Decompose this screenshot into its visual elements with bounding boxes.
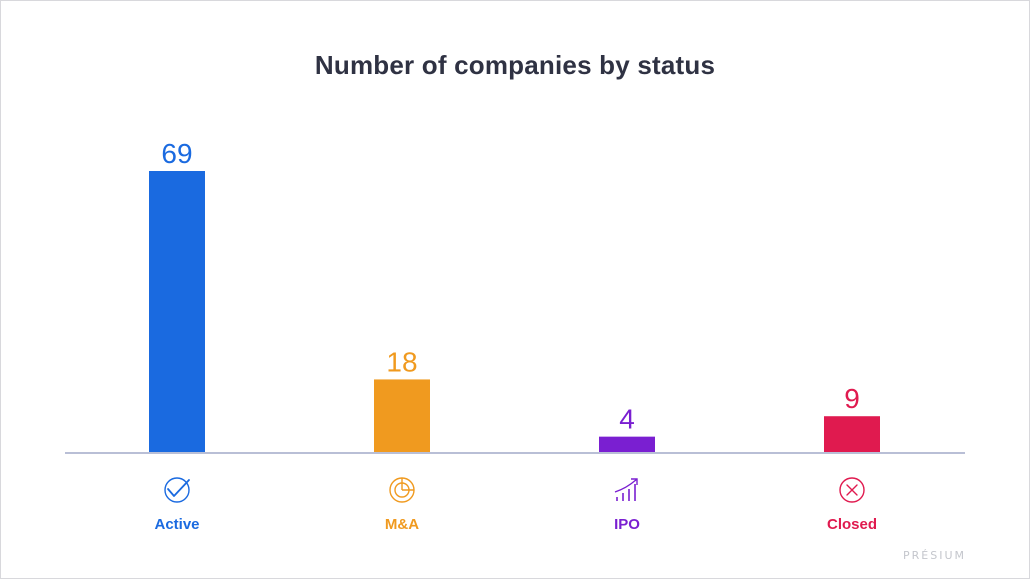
category-label-active: Active xyxy=(154,516,199,533)
category-label-m-a: M&A xyxy=(385,516,419,533)
x-circle-icon xyxy=(839,477,865,503)
category-icons xyxy=(164,477,865,503)
presium-logo: PRÉSIUM xyxy=(903,549,966,562)
value-label-ipo: 4 xyxy=(619,404,635,435)
value-label-closed: 9 xyxy=(844,383,860,414)
value-label-active: 69 xyxy=(161,138,192,169)
bar-active xyxy=(149,171,205,453)
bar-closed xyxy=(824,416,880,453)
bars-layer xyxy=(149,171,880,453)
pie-chart-icon xyxy=(389,477,415,503)
labels-layer: 69 Active 18 M&A 4 IPO 9 Closed xyxy=(154,138,877,533)
bar-ipo xyxy=(599,436,655,453)
check-circle-icon xyxy=(164,477,190,503)
bar-m-a xyxy=(374,379,430,453)
chart-title: Number of companies by status xyxy=(314,50,716,80)
value-label-m-a: 18 xyxy=(386,346,417,377)
growth-chart-icon xyxy=(614,478,638,501)
category-label-ipo: IPO xyxy=(614,516,640,533)
category-label-closed: Closed xyxy=(827,516,877,533)
